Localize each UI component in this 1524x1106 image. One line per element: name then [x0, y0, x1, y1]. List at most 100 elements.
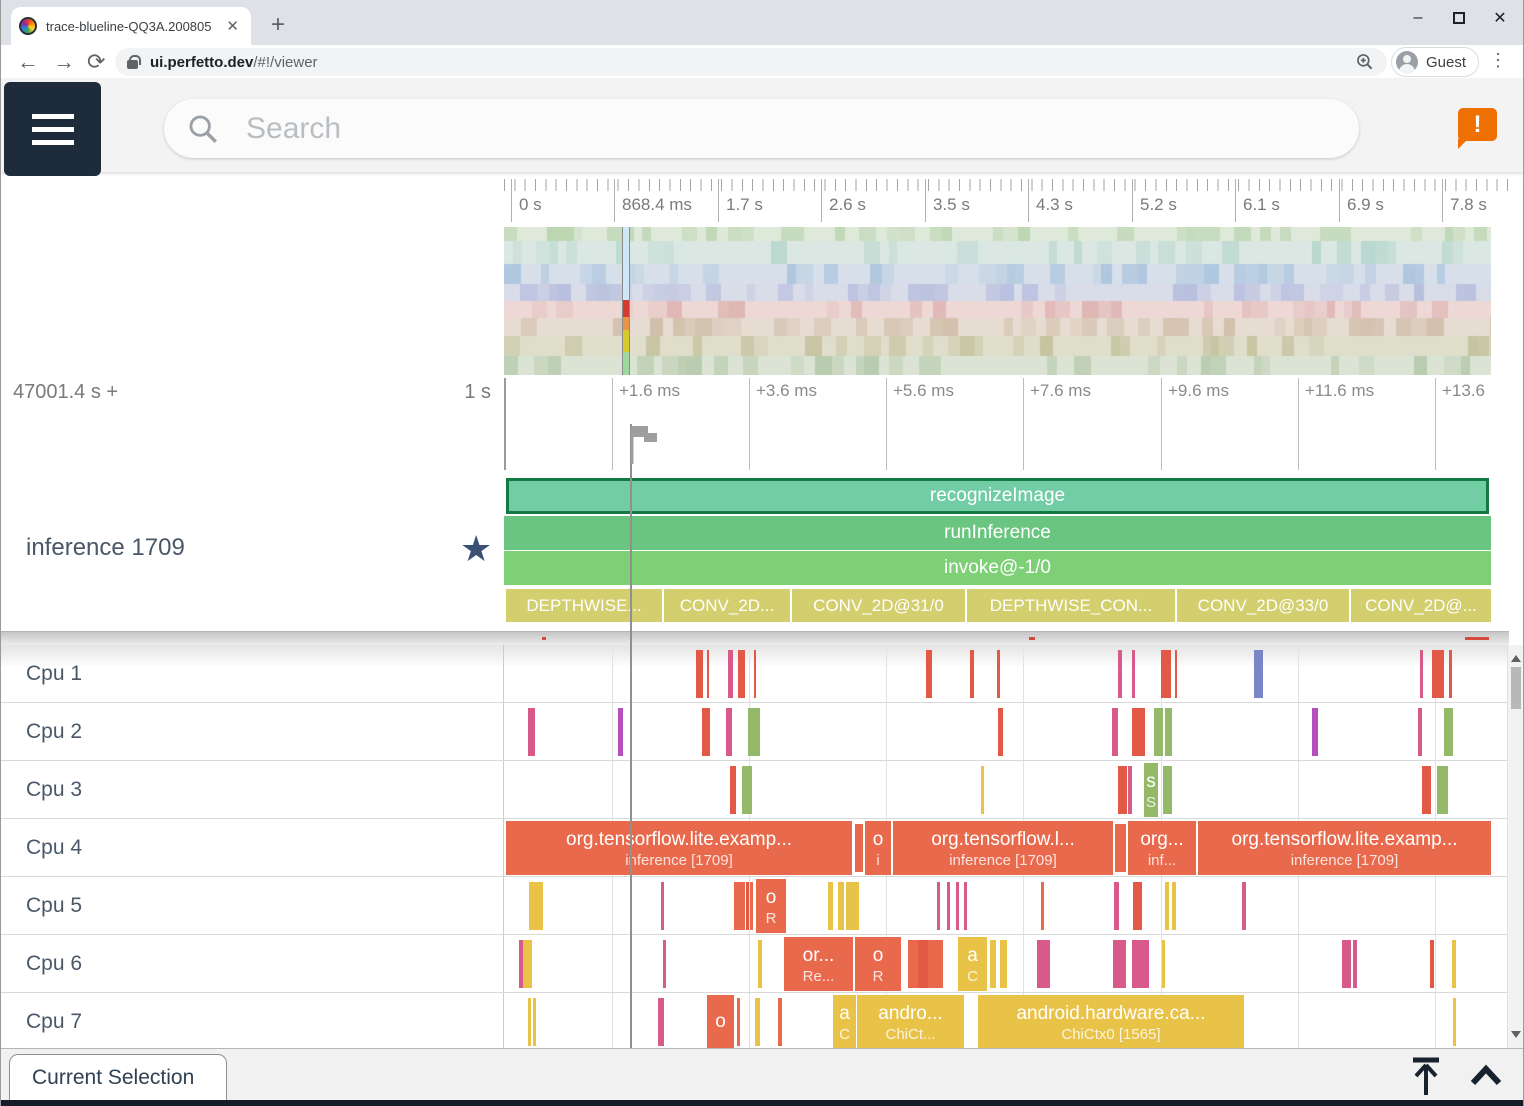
cpu-slice[interactable]: [1453, 998, 1456, 1046]
cpu-slice[interactable]: [663, 940, 666, 988]
scroll-to-top-icon[interactable]: [1407, 1055, 1445, 1097]
scrollbar-thumb[interactable]: [1511, 667, 1521, 709]
cpu-slice[interactable]: or... Re...: [784, 937, 853, 991]
cpu-slice[interactable]: [528, 998, 531, 1046]
cpu-slice[interactable]: [726, 708, 732, 756]
cpu-slice[interactable]: [618, 708, 623, 756]
cpu-slice[interactable]: [990, 940, 996, 988]
cpu-slice[interactable]: o: [707, 995, 734, 1048]
cpu-slice[interactable]: [1113, 940, 1126, 988]
cpu-slice[interactable]: [734, 882, 745, 930]
cpu-slice[interactable]: [937, 882, 940, 930]
browser-menu-icon[interactable]: ⋮: [1489, 50, 1507, 70]
cpu-slice[interactable]: [738, 650, 745, 698]
cpu-slice[interactable]: [1437, 766, 1448, 814]
viewport-marker-right[interactable]: [629, 227, 630, 375]
cpu-slice[interactable]: [1132, 940, 1149, 988]
cpu-slice[interactable]: [855, 824, 863, 872]
current-selection-tab[interactable]: Current Selection: [9, 1054, 227, 1101]
cpu-slice[interactable]: [1114, 882, 1119, 930]
cpu-slice[interactable]: [755, 998, 760, 1046]
cpu-slice[interactable]: [746, 882, 749, 930]
track-title-inference[interactable]: inference 1709: [26, 534, 185, 561]
cpu-slice[interactable]: [970, 650, 974, 698]
cpu-slice[interactable]: [528, 708, 535, 756]
zoom-icon[interactable]: [1355, 52, 1375, 72]
slice-invoke[interactable]: invoke@-1/0: [504, 551, 1491, 585]
cpu-slice[interactable]: [828, 882, 833, 930]
op-slice[interactable]: DEPTHWISE...: [506, 589, 662, 622]
cpu-slice[interactable]: [778, 998, 782, 1046]
cpu-slice[interactable]: [748, 708, 760, 756]
address-bar[interactable]: ui.perfetto.dev/#!/viewer: [115, 48, 1387, 76]
cpu-slice[interactable]: [947, 882, 950, 930]
profile-button[interactable]: Guest: [1390, 47, 1479, 77]
cpu-slice[interactable]: [1037, 940, 1050, 988]
cpu-slice[interactable]: [1420, 650, 1423, 698]
cpu-slice[interactable]: org.tensorflow.l... inference [1709]: [893, 821, 1113, 875]
cpu-slice[interactable]: [754, 650, 756, 698]
cpu-slice[interactable]: [742, 766, 752, 814]
cpu-slice[interactable]: [737, 998, 740, 1046]
cpu-slice[interactable]: [908, 940, 918, 988]
cpu-slice[interactable]: [730, 766, 736, 814]
cpu-track-label[interactable]: Cpu 4: [1, 819, 504, 876]
report-bug-icon[interactable]: !: [1458, 108, 1497, 149]
cpu-slice[interactable]: [707, 650, 709, 698]
scroll-down-icon[interactable]: [1511, 1031, 1521, 1043]
cpu-track-label[interactable]: Cpu 3: [1, 761, 504, 818]
forward-icon[interactable]: →: [53, 49, 75, 74]
cpu-slice[interactable]: [1133, 882, 1142, 930]
cpu-slice[interactable]: org.tensorflow.lite.examp... inference [1…: [506, 821, 852, 875]
search-bar[interactable]: [164, 99, 1359, 158]
cpu-slice[interactable]: [661, 882, 664, 930]
cpu-slice[interactable]: [1165, 708, 1172, 756]
cpu-slice[interactable]: [1312, 708, 1318, 756]
scroll-up-icon[interactable]: [1511, 650, 1521, 662]
cpu-track-label[interactable]: Cpu 5: [1, 877, 504, 934]
op-slice[interactable]: CONV_2D...: [664, 589, 790, 622]
cpu-track-label[interactable]: Cpu 2: [1, 703, 504, 760]
op-slice[interactable]: CONV_2D@33/0: [1177, 589, 1349, 622]
op-slice[interactable]: CONV_2D@...: [1351, 589, 1491, 622]
cpu-slice[interactable]: [1165, 882, 1169, 930]
cpu-slice[interactable]: [981, 766, 984, 814]
cpu-slice[interactable]: andro... ChiCt...: [857, 995, 964, 1048]
trace-overview-minimap[interactable]: [504, 227, 1491, 375]
cpu-slice[interactable]: [1115, 824, 1126, 872]
cpu-slice[interactable]: [523, 940, 532, 988]
cpu-slice[interactable]: [998, 708, 1003, 756]
search-input[interactable]: [246, 111, 1246, 146]
cpu-slice[interactable]: [1172, 882, 1176, 930]
cpu-slice[interactable]: [529, 882, 543, 930]
viewport-marker-left[interactable]: [622, 227, 623, 375]
cpu-slice[interactable]: [1449, 650, 1452, 698]
cpu-slice[interactable]: [1432, 650, 1444, 698]
cpu-track-label[interactable]: Cpu 1: [1, 645, 504, 702]
cpu-slice[interactable]: [1154, 708, 1163, 756]
cpu-slice[interactable]: [838, 882, 844, 930]
sidebar-menu-button[interactable]: [4, 82, 101, 176]
cpu-slice[interactable]: [997, 650, 1000, 698]
cpu-slice[interactable]: [1342, 940, 1351, 988]
cpu-slice[interactable]: [1000, 940, 1007, 988]
minimize-icon[interactable]: –: [1413, 9, 1423, 26]
cpu-slice[interactable]: [1161, 650, 1171, 698]
back-icon[interactable]: ←: [17, 49, 39, 74]
cpu-slice[interactable]: [519, 940, 523, 988]
cpu-slice[interactable]: [956, 882, 959, 930]
cpu-slice[interactable]: [1118, 766, 1127, 814]
slice-recognizeImage[interactable]: recognizeImage: [506, 478, 1489, 514]
cpu-slice[interactable]: [1132, 708, 1145, 756]
cpu-slice[interactable]: [1041, 882, 1044, 930]
cpu-slice[interactable]: [1128, 766, 1132, 814]
cpu-track-label[interactable]: Cpu 6: [1, 935, 504, 992]
cpu-slice[interactable]: [1418, 708, 1422, 756]
flag-marker-icon[interactable]: [629, 424, 661, 464]
expand-panel-icon[interactable]: [1467, 1055, 1505, 1097]
cpu-slice[interactable]: org... inf...: [1128, 821, 1196, 875]
